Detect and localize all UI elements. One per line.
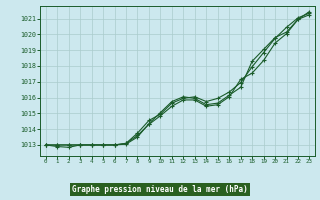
Text: Graphe pression niveau de la mer (hPa): Graphe pression niveau de la mer (hPa) — [72, 185, 248, 194]
